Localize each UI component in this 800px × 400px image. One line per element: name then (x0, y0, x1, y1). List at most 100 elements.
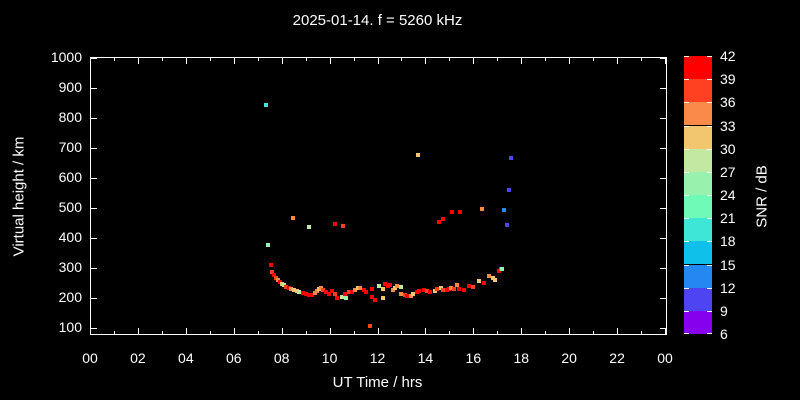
colorbar-boundary-tick (684, 195, 689, 196)
colorbar-boundary-tick (684, 241, 689, 243)
x-axis-minor-tick (593, 331, 595, 334)
y-axis-tick (660, 118, 666, 119)
y-tick-label: 200 (58, 289, 82, 305)
data-point (471, 285, 476, 290)
data-point (369, 286, 374, 291)
colorbar-axis-title: SNR / dB (753, 165, 771, 228)
data-point (441, 288, 446, 293)
x-axis-tick (665, 58, 666, 64)
data-point (425, 289, 430, 293)
colorbar-boundary-tick (707, 171, 712, 173)
colorbar-tick-label: 9 (720, 302, 728, 319)
colorbar-boundary-tick (707, 333, 712, 334)
y-axis-tick (91, 328, 97, 329)
colorbar-tick-label: 24 (720, 187, 736, 203)
data-point (377, 283, 382, 288)
colorbar (684, 56, 712, 334)
data-point (281, 283, 286, 287)
colorbar-segment (684, 79, 712, 103)
data-point (462, 288, 467, 293)
data-point (432, 289, 437, 293)
x-axis-minor-tick (545, 331, 547, 334)
colorbar-boundary-tick (684, 333, 689, 334)
plot-area (90, 57, 667, 335)
y-axis-tick (91, 118, 97, 119)
x-axis-minor-tick (113, 58, 115, 61)
x-axis-tick (137, 328, 139, 334)
x-axis-minor-tick (209, 58, 211, 61)
data-point (435, 286, 440, 291)
x-tick-label: 22 (609, 350, 625, 366)
x-axis-minor-tick (353, 58, 355, 61)
y-tick-label: 300 (58, 259, 82, 275)
data-point (349, 289, 354, 294)
x-axis-minor-tick (449, 331, 451, 334)
data-point (312, 291, 317, 296)
x-tick-label: 00 (657, 350, 673, 366)
data-point (332, 292, 337, 296)
x-axis-tick (473, 58, 475, 64)
colorbar-boundary-tick (684, 125, 689, 127)
colorbar-tick-label: 6 (720, 326, 728, 342)
data-point (275, 277, 280, 282)
data-point (444, 288, 449, 293)
data-point (507, 187, 512, 192)
colorbar-boundary-tick (707, 195, 712, 196)
y-axis-tick (660, 208, 666, 209)
x-axis-minor-tick (305, 331, 307, 334)
y-tick-label: 800 (58, 109, 82, 125)
x-axis-tick (281, 58, 283, 64)
x-axis-minor-tick (209, 331, 211, 334)
data-point (477, 279, 482, 284)
data-point (300, 291, 305, 296)
x-axis-minor-tick (161, 58, 163, 61)
data-point (449, 286, 454, 290)
colorbar-segment (684, 264, 712, 288)
x-axis-minor-tick (449, 58, 451, 61)
colorbar-boundary-tick (707, 148, 712, 150)
x-axis-title: UT Time / hrs (332, 374, 423, 391)
y-axis-tick (91, 88, 97, 89)
x-axis-tick (233, 58, 235, 64)
colorbar-segment (684, 102, 712, 126)
data-point (383, 282, 388, 287)
colorbar-boundary-tick (707, 218, 712, 220)
x-axis-tick (569, 58, 571, 64)
data-point (482, 280, 487, 285)
y-axis-tick (660, 178, 666, 179)
x-tick-label: 20 (561, 350, 577, 366)
data-point (500, 267, 505, 272)
data-point (271, 273, 276, 278)
y-tick-label: 100 (58, 319, 82, 335)
y-axis-tick (660, 328, 666, 329)
y-axis-tick (660, 88, 666, 89)
colorbar-tick-label: 12 (720, 279, 736, 296)
colorbar-boundary-tick (684, 148, 689, 150)
y-axis-tick (660, 238, 666, 239)
data-point (422, 288, 427, 293)
y-axis-tick (91, 298, 97, 299)
x-axis-minor-tick (545, 58, 547, 61)
data-point (320, 288, 325, 293)
data-point (283, 285, 288, 290)
x-axis-tick (521, 328, 523, 334)
x-axis-tick (617, 328, 619, 334)
data-point (318, 286, 323, 290)
data-point (428, 289, 433, 294)
data-point (392, 286, 397, 290)
data-point (385, 283, 390, 288)
x-tick-label: 04 (178, 350, 194, 366)
colorbar-boundary-tick (707, 241, 712, 243)
colorbar-boundary-tick (707, 56, 712, 57)
colorbar-tick-label: 33 (720, 117, 736, 134)
data-point (509, 156, 514, 161)
data-point (352, 288, 357, 293)
data-point (361, 288, 366, 293)
data-point (314, 289, 319, 293)
data-point (263, 103, 268, 107)
data-point (306, 292, 311, 297)
y-axis-tick (660, 148, 666, 149)
x-axis-minor-tick (497, 58, 499, 61)
colorbar-boundary-tick (684, 102, 689, 104)
data-point (455, 283, 460, 287)
